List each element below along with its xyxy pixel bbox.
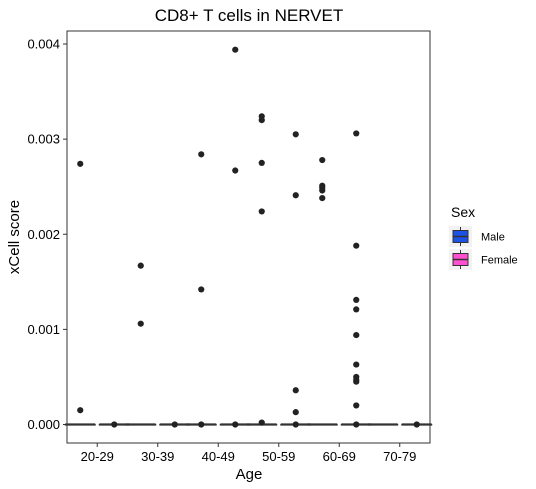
x-axis-title: Age	[236, 466, 263, 483]
outlier-point	[77, 160, 84, 167]
outlier-point	[319, 195, 326, 202]
outlier-point	[258, 208, 265, 215]
outlier-point	[353, 242, 360, 249]
legend: Sex Male Female	[449, 204, 518, 270]
outlier-point	[137, 320, 144, 327]
outlier-point	[232, 421, 239, 428]
plot-panel	[66, 30, 431, 444]
y-axis-title: xCell score	[6, 200, 23, 274]
y-tick-label: 0.001	[27, 322, 60, 337]
x-axis: 20-29 30-39 40-49 50-59 60-69 70-79	[81, 443, 416, 464]
outlier-point	[198, 151, 205, 158]
outlier-point	[353, 378, 360, 385]
x-tick-label: 20-29	[81, 449, 114, 464]
outlier-point	[232, 46, 239, 53]
outlier-point	[353, 361, 360, 368]
outlier-point	[171, 421, 178, 428]
outlier-point	[319, 156, 326, 164]
outlier-point	[292, 131, 299, 138]
y-tick-label: 0.002	[27, 227, 60, 242]
y-axis: 0.000 0.001 0.002 0.003 0.004	[27, 37, 67, 432]
outlier-point	[137, 262, 144, 269]
outlier-point	[413, 421, 420, 428]
outlier-point	[111, 421, 118, 428]
outlier-point	[353, 306, 360, 313]
outlier-point	[292, 421, 299, 428]
y-tick-label: 0.003	[27, 132, 60, 147]
outlier-point	[292, 192, 299, 199]
legend-title: Sex	[451, 204, 475, 220]
chart-title: CD8+ T cells in NERVET	[155, 6, 344, 25]
outlier-point	[353, 331, 360, 339]
outlier-point	[292, 387, 299, 394]
legend-label-male: Male	[481, 232, 505, 244]
outlier-point	[232, 167, 239, 174]
outlier-point	[319, 187, 326, 194]
outlier-point	[198, 421, 205, 428]
outlier-point	[198, 286, 205, 293]
outlier-point	[353, 402, 360, 409]
legend-label-female: Female	[481, 255, 518, 267]
y-tick-label: 0.000	[27, 417, 60, 432]
x-tick-label: 30-39	[141, 449, 174, 464]
x-tick-label: 50-59	[262, 449, 295, 464]
outlier-point	[258, 117, 265, 124]
plot-marks	[64, 46, 433, 428]
x-tick-label: 70-79	[383, 449, 416, 464]
outlier-point	[258, 159, 265, 167]
x-tick-label: 40-49	[202, 449, 235, 464]
outlier-point	[353, 421, 360, 428]
outlier-point	[353, 130, 360, 137]
outlier-point	[77, 407, 84, 414]
y-tick-label: 0.004	[27, 37, 60, 52]
x-tick-label: 60-69	[323, 449, 356, 464]
outlier-point	[353, 296, 360, 303]
outlier-point	[258, 419, 265, 426]
outlier-point	[292, 409, 299, 416]
